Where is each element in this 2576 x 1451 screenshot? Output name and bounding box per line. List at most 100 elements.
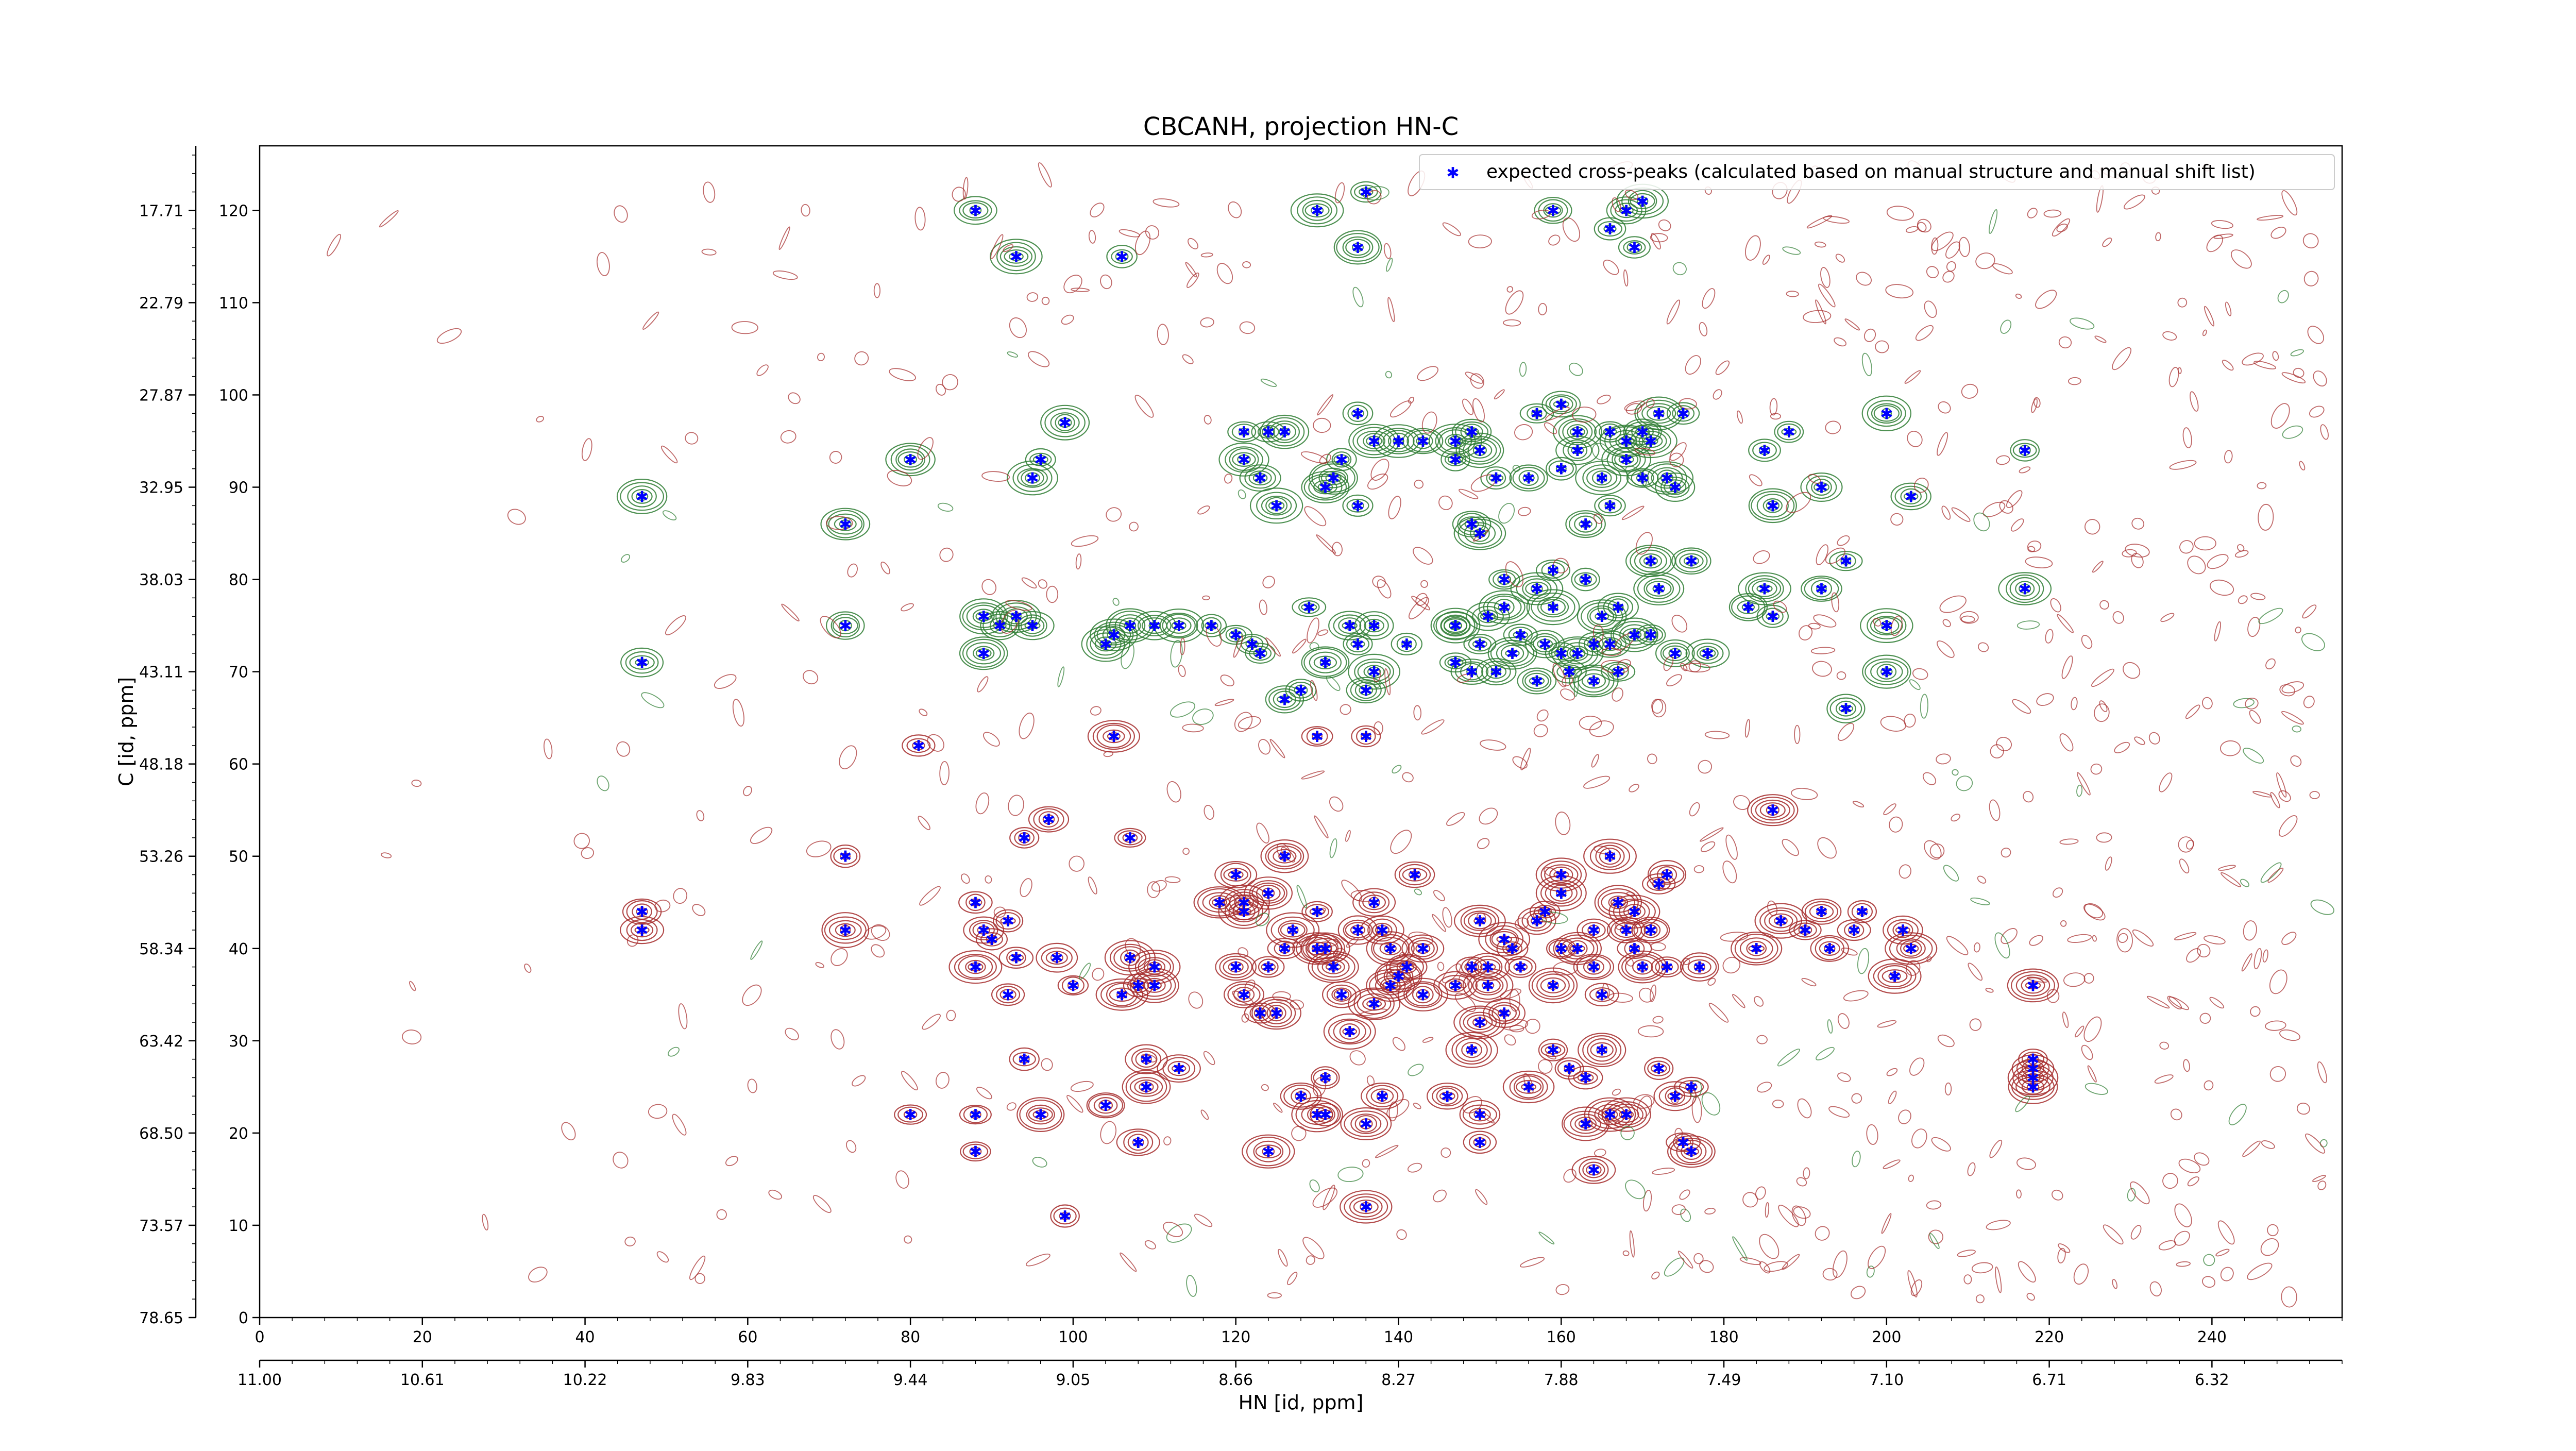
contour-ring [1502, 1070, 1555, 1104]
noise-contour [2260, 862, 2282, 883]
contour-ring [1357, 430, 1392, 452]
noise-contour [1828, 1106, 1850, 1118]
contour-ring [1342, 621, 1358, 630]
noise-contour [939, 547, 954, 562]
contour-ring [1567, 442, 1588, 459]
contour-ring [635, 659, 649, 667]
contour-ring [1087, 720, 1140, 753]
contour-ring [1057, 975, 1089, 996]
noise-contour [1912, 668, 1928, 680]
noise-contour [1603, 259, 1619, 275]
contour-ring [1111, 249, 1133, 264]
peak-marker: ✱ [1465, 1042, 1478, 1060]
x-tick-label: 200 [1872, 1328, 1901, 1346]
contour-ring [980, 932, 1003, 947]
peak-marker: ✱ [1620, 1106, 1633, 1124]
contour-ring [1228, 870, 1244, 880]
peak-marker: ✱ [1311, 1106, 1324, 1124]
noise-contour [981, 471, 1010, 482]
peak-marker: ✱ [1262, 885, 1275, 903]
contour-ring [1535, 857, 1587, 892]
contour-ring [1493, 571, 1516, 588]
contour-ring [1516, 1079, 1542, 1094]
noise-contour [1329, 796, 1344, 812]
x-tick-label: 160 [1547, 1328, 1576, 1346]
contour-ring [1480, 466, 1512, 490]
contour-ring [1096, 624, 1131, 646]
noise-contour [2056, 223, 2068, 232]
noise-contour [1563, 1169, 1577, 1183]
contour-ring [1598, 498, 1622, 514]
contour-ring [1613, 603, 1624, 611]
noise-contour [1704, 731, 1730, 739]
contour-ring [1594, 633, 1627, 655]
noise-contour [1650, 233, 1668, 243]
noise-contour [1601, 660, 1630, 674]
contour-ring [840, 852, 851, 860]
noise-contour [1911, 1128, 1927, 1149]
noise-contour [1801, 978, 1817, 987]
contour-ring [1478, 922, 1531, 957]
noise-contour [1890, 615, 1903, 636]
noise-contour [662, 510, 677, 520]
noise-contour [1480, 1111, 1495, 1124]
contour-ring [826, 611, 865, 640]
contour-ring [1633, 919, 1668, 941]
noise-contour [409, 981, 416, 991]
contour-ring [1748, 488, 1797, 524]
contour-ring [1525, 581, 1549, 596]
contour-ring [1290, 193, 1344, 228]
contour-ring [1628, 190, 1657, 213]
contour-ring [1303, 474, 1347, 501]
peak-marker: ✱ [1538, 636, 1551, 654]
contour-ring [992, 909, 1024, 933]
noise-contour [778, 226, 790, 250]
noise-contour [2231, 249, 2252, 269]
noise-contour [1112, 598, 1120, 606]
contour-ring [1325, 963, 1342, 971]
contour-ring [1032, 1110, 1049, 1119]
noise-contour [1623, 269, 1629, 287]
peak-marker: ✱ [1489, 664, 1502, 682]
contour-ring [1346, 677, 1386, 704]
y-tick-label: 50 [229, 848, 248, 866]
contour-ring [1223, 868, 1249, 882]
contour-ring [1589, 608, 1615, 626]
noise-contour [1777, 1049, 1800, 1067]
contour-ring [1777, 423, 1801, 441]
contour-ring [1258, 958, 1279, 975]
noise-contour [1683, 957, 1690, 965]
peak-markers: ✱✱ ✱✱✱✱✱✱✱✱✱✱✱✱✱✱✱✱ ✱ ✱✱✱✱✱✱✱✱✱✱✱ ✱ ✱✱✱✱✱✱✱ ✱✱… [636, 184, 2040, 1226]
contour-ring [1581, 602, 1623, 631]
peak-marker: ✱ [1254, 645, 1267, 663]
noise-contour [1937, 1034, 1955, 1048]
noise-contour [1323, 1185, 1335, 1210]
noise-contour [1041, 1058, 1053, 1071]
noise-contour [1421, 719, 1445, 735]
noise-contour [2247, 617, 2261, 637]
x2-tick-label: 7.10 [1869, 1371, 1904, 1389]
noise-contour [1946, 261, 1956, 272]
contour-ring [1567, 940, 1588, 957]
contour-ring [1167, 1060, 1191, 1076]
contour-ring [1402, 868, 1428, 882]
noise-contour [2209, 997, 2225, 1009]
contour-ring [1644, 1057, 1674, 1080]
contour-ring [1357, 993, 1392, 1015]
noise-contour [1329, 838, 1337, 858]
peak-marker: ✱ [1018, 830, 1031, 848]
contour-ring [1302, 199, 1332, 221]
peak-marker: ✱ [1099, 636, 1112, 654]
noise-contour [1457, 673, 1472, 683]
contour-ring [1840, 557, 1852, 565]
contour-ring [903, 1110, 918, 1120]
noise-contour [2302, 604, 2317, 619]
contour-ring [1310, 1110, 1325, 1119]
peak-marker: ✱ [1880, 617, 1893, 635]
contour-ring [1527, 913, 1547, 929]
noise-contour [1652, 1016, 1664, 1024]
noise-contour [2158, 1240, 2177, 1251]
peak-marker: ✱ [1059, 1208, 1072, 1226]
contour-ring [1416, 989, 1430, 1001]
noise-contour [2155, 232, 2161, 242]
